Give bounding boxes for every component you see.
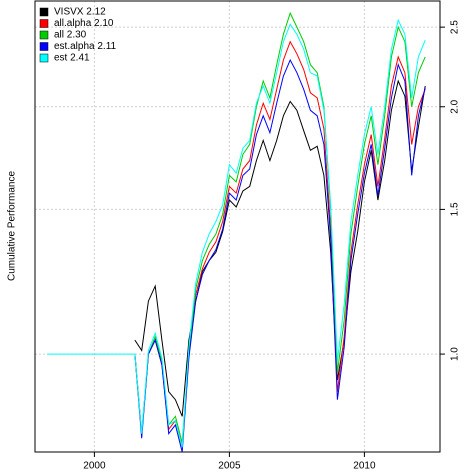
- legend-swatch: [39, 7, 49, 17]
- legend-label: est 2.41: [54, 53, 90, 64]
- y-tick-label: 1.5: [450, 202, 461, 216]
- plot-frame: [34, 0, 441, 453]
- y-axis-label: Cumulative Performance: [7, 171, 18, 281]
- series-line: [134, 11, 426, 443]
- legend-label: VISVX 2.12: [54, 7, 106, 18]
- x-tick-label: 2005: [218, 461, 241, 472]
- y-tick-label: 2.5: [450, 20, 461, 34]
- legend-label: all 2.30: [54, 30, 87, 41]
- y-tick-label: 2.0: [450, 99, 461, 113]
- legend-swatch: [39, 30, 49, 40]
- y-tick-label: 1.0: [450, 347, 461, 361]
- series-line: [134, 79, 426, 417]
- legend-swatch: [39, 53, 49, 63]
- legend-swatch: [39, 42, 49, 51]
- series-line: [134, 40, 426, 448]
- series-line: [134, 58, 426, 453]
- x-tick-label: 2000: [83, 461, 106, 472]
- legend-swatch: [39, 19, 49, 28]
- legend-label: est.alpha 2.11: [54, 41, 117, 52]
- x-tick-label: 2010: [353, 461, 376, 472]
- series-line: [47, 18, 426, 448]
- legend-label: all.alpha 2.10: [54, 18, 114, 29]
